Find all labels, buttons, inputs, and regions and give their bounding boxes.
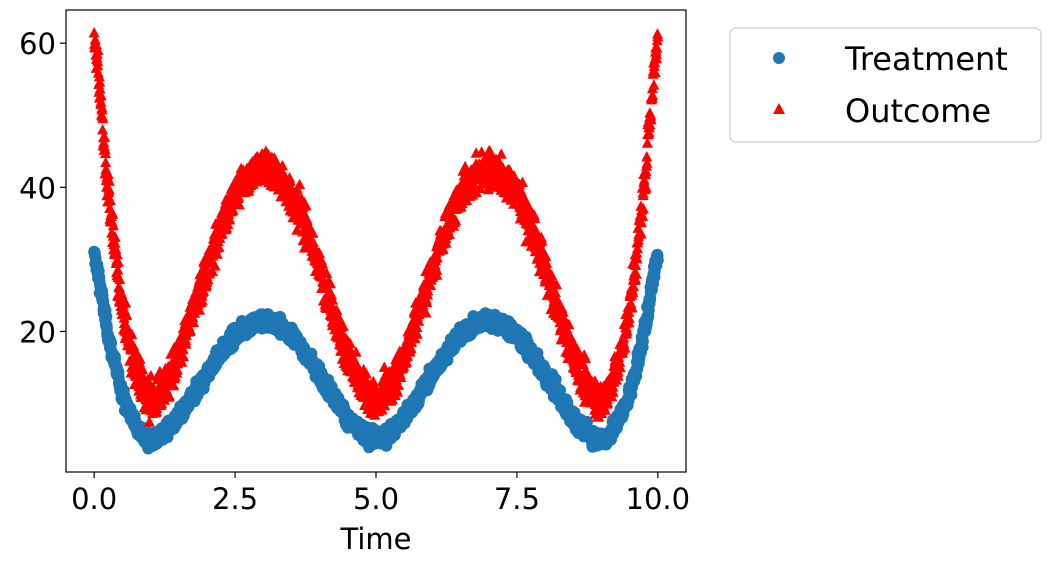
legend-triangle-icon: [773, 103, 785, 114]
legend: Treatment Outcome: [729, 27, 1042, 143]
x-tick-label: 5.0: [353, 482, 399, 516]
outcome-points: [88, 27, 664, 427]
y-tick-label: 40: [19, 171, 56, 205]
x-tick-label: 0.0: [71, 482, 117, 516]
x-tick-label: 7.5: [494, 482, 540, 516]
y-tick-label: 60: [19, 27, 56, 61]
treatment-points: [88, 245, 664, 455]
x-tick-label: 2.5: [212, 482, 258, 516]
x-tick-label: 10.0: [626, 482, 691, 516]
y-tick-label: 20: [19, 315, 56, 349]
y-axis: 20 40 60: [19, 27, 66, 349]
x-axis-label: Time: [340, 522, 412, 556]
x-axis: 0.0 2.5 5.0 7.5 10.0: [71, 472, 690, 516]
legend-label-treatment: Treatment: [844, 40, 1008, 78]
legend-label-outcome: Outcome: [845, 92, 991, 130]
plot-area: [88, 27, 664, 455]
legend-frame: [729, 27, 1042, 143]
legend-circle-icon: [773, 52, 785, 64]
